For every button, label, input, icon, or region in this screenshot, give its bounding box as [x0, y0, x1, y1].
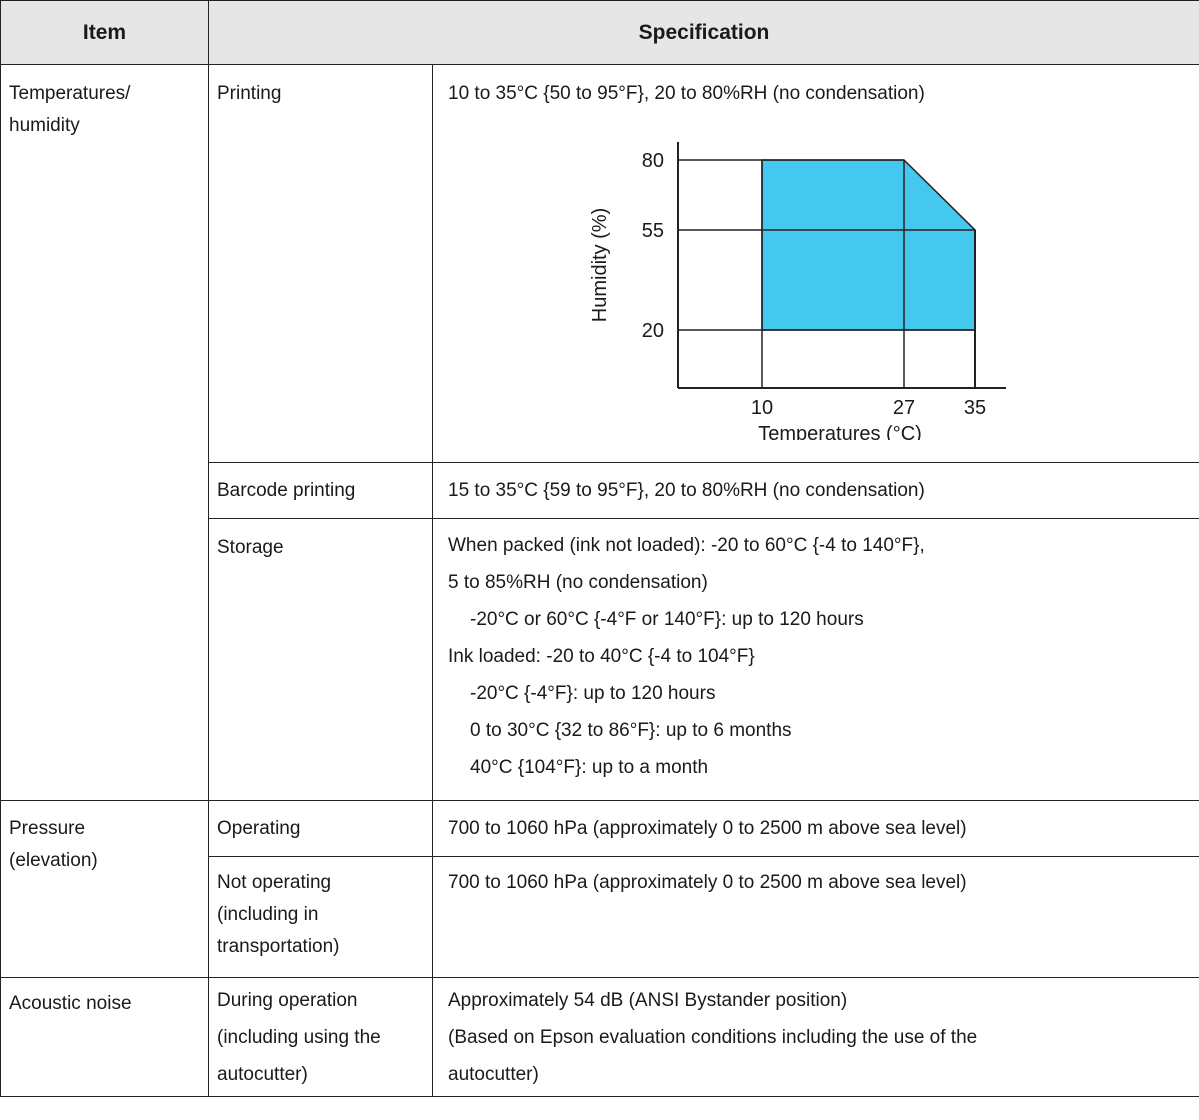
- storage-line: -20°C or 60°C {-4°F or 140°F}: up to 120…: [470, 609, 864, 630]
- acoustic-line: (Based on Epson evaluation conditions in…: [448, 1027, 978, 1085]
- spec-table: Item Specification Temperatures/ humidit…: [0, 0, 1199, 1097]
- subitem-during-operation: During operation (including using the au…: [208, 977, 433, 1097]
- table-row: Pressure (elevation) Operating 700 to 10…: [0, 800, 1199, 978]
- printing-spec: 10 to 35°C {50 to 95°F}, 20 to 80%RH (no…: [431, 64, 1199, 463]
- y-tick-label: 80: [642, 150, 664, 172]
- storage-line: Ink loaded: -20 to 40°C {-4 to 104°F}: [448, 646, 755, 667]
- item-acoustic-noise: Acoustic noise: [0, 977, 209, 1097]
- table-row: Temperatures/ humidity Printing 10 to 35…: [0, 64, 1199, 801]
- item-temp-humidity: Temperatures/ humidity: [0, 64, 209, 801]
- header-specification: Specification: [207, 0, 1199, 65]
- y-tick-label: 20: [642, 320, 664, 342]
- table-row: Barcode printing 15 to 35°C {59 to 95°F}…: [1, 462, 1199, 519]
- barcode-spec-text: 15 to 35°C {59 to 95°F}, 20 to 80%RH (no…: [431, 462, 1199, 519]
- header-row: Item Specification: [0, 0, 1199, 65]
- storage-line: -20°C {-4°F}: up to 120 hours: [470, 683, 716, 704]
- table-row: Storage When packed (ink not loaded): -2…: [1, 518, 1199, 801]
- table-row: Acoustic noise During operation (includi…: [0, 977, 1199, 1097]
- storage-line: When packed (ink not loaded): -20 to 60°…: [448, 535, 925, 556]
- x-tick-label: 27: [893, 397, 915, 419]
- subitem-operating: Operating: [208, 800, 433, 857]
- storage-line: 0 to 30°C {32 to 86°F}: up to 6 months: [470, 720, 792, 741]
- item-pressure: Pressure (elevation): [0, 800, 209, 978]
- subitem-not-operating: Not operating (including in transportati…: [208, 856, 433, 978]
- storage-line: 5 to 85%RH (no condensation): [448, 572, 708, 593]
- not-operating-spec-text: 700 to 1060 hPa (approximately 0 to 2500…: [431, 856, 1199, 978]
- humidity-temperature-chart: 80 55 20 10 27 35 Temperatures (°C) Humi…: [568, 120, 1008, 445]
- operating-spec-text: 700 to 1060 hPa (approximately 0 to 2500…: [431, 800, 1199, 857]
- table-row: Not operating (including in transportati…: [1, 856, 1199, 978]
- acoustic-line: Approximately 54 dB (ANSI Bystander posi…: [448, 990, 848, 1011]
- header-item: Item: [0, 0, 209, 65]
- printing-spec-text: 10 to 35°C {50 to 95°F}, 20 to 80%RH (no…: [448, 83, 925, 104]
- operating-region: [761, 159, 976, 331]
- y-tick-label: 55: [642, 220, 664, 242]
- y-axis-label: Humidity (%): [589, 208, 611, 322]
- x-tick-label: 10: [751, 397, 773, 419]
- x-tick-label: 35: [964, 397, 986, 419]
- acoustic-spec: Approximately 54 dB (ANSI Bystander posi…: [431, 977, 1199, 1097]
- storage-line: 40°C {104°F}: up to a month: [470, 757, 709, 778]
- subitem-printing: Printing: [208, 64, 433, 463]
- chart-svg: 80 55 20 10 27 35 Temperatures (°C) Humi…: [589, 142, 1006, 445]
- subitem-storage: Storage: [208, 518, 433, 801]
- subitem-barcode-printing: Barcode printing: [208, 462, 433, 519]
- x-axis-label: Temperatures (°C): [758, 423, 922, 440]
- storage-spec: When packed (ink not loaded): -20 to 60°…: [431, 518, 1199, 801]
